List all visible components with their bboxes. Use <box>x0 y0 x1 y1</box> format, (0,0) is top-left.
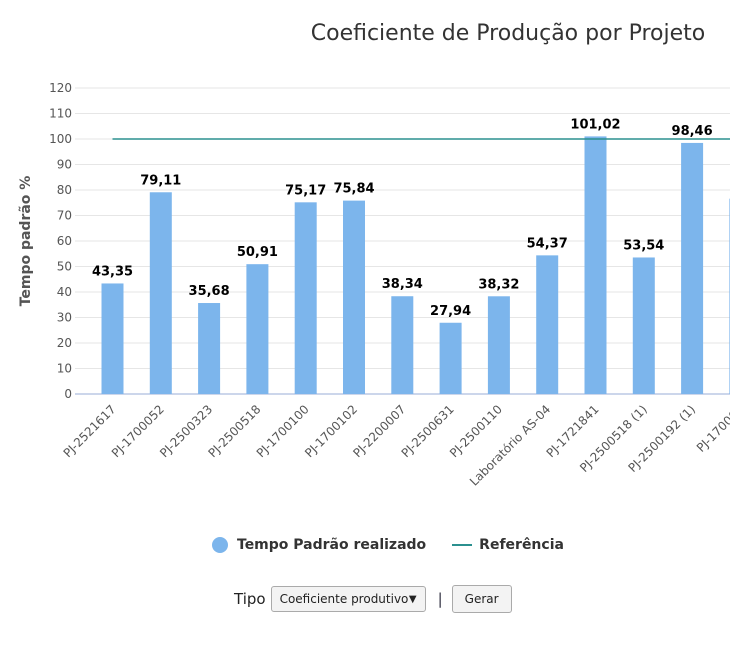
bar <box>536 255 559 394</box>
y-tick-label: 40 <box>57 285 72 299</box>
y-tick-label: 20 <box>57 336 72 350</box>
chart: Coeficiente de Produção por Projeto Temp… <box>18 21 730 489</box>
y-tick-label: 100 <box>49 132 72 146</box>
data-label: 38,34 <box>382 277 423 292</box>
legend-item-bars[interactable]: Tempo Padrão realizado <box>237 537 427 553</box>
data-label: 75,84 <box>333 182 374 197</box>
data-label: 43,35 <box>92 264 133 279</box>
legend-item-reference[interactable]: Referência <box>479 537 564 553</box>
y-tick-label: 70 <box>57 209 72 223</box>
bar <box>343 200 365 394</box>
y-tick-label: 110 <box>49 107 72 121</box>
legend: Tempo Padrão realizado Referência <box>212 537 564 553</box>
dropdown-arrow-icon: ▼ <box>408 593 417 605</box>
y-tick-label: 10 <box>57 362 72 376</box>
data-label: 101,02 <box>570 117 620 132</box>
tipo-select[interactable]: Coeficiente produtivo ▼ <box>270 586 426 612</box>
y-tick-label: 90 <box>57 158 72 172</box>
bar <box>681 142 704 394</box>
bar <box>632 257 655 394</box>
legend-line-marker <box>452 544 473 546</box>
separator: | <box>437 590 443 608</box>
legend-bar-marker <box>212 537 228 553</box>
y-tick-label: 60 <box>57 234 72 248</box>
bar <box>391 296 414 394</box>
bar <box>584 136 607 395</box>
x-tick-label: PJ-170006 <box>694 402 730 455</box>
y-axis-label: Tempo padrão % <box>18 176 34 307</box>
y-tick-label: 30 <box>57 311 72 325</box>
data-label: 98,46 <box>672 124 713 139</box>
bar <box>198 303 221 394</box>
data-label: 27,94 <box>430 304 471 319</box>
chart-title: Coeficiente de Produção por Projeto <box>311 21 706 46</box>
y-tick-label: 80 <box>57 183 72 197</box>
x-tick-label: Laboratório AS-04 <box>467 402 553 488</box>
data-label: 35,68 <box>189 284 230 299</box>
y-tick-label: 0 <box>64 387 72 401</box>
bar <box>101 283 124 394</box>
bar <box>294 202 317 394</box>
bar <box>439 322 462 394</box>
data-label: 38,32 <box>478 277 519 292</box>
bar <box>487 296 510 394</box>
data-label: 50,91 <box>237 245 278 260</box>
data-label: 54,37 <box>527 236 568 251</box>
data-label: 79,11 <box>140 173 181 188</box>
y-tick-label: 50 <box>57 260 72 274</box>
data-label: 75,17 <box>285 183 326 198</box>
bar <box>246 264 269 394</box>
tipo-select-value: Coeficiente produtivo <box>279 592 409 606</box>
tipo-label: Tipo <box>234 590 266 608</box>
generate-button[interactable]: Gerar <box>451 585 512 613</box>
controls: Tipo Coeficiente produtivo ▼ | Gerar <box>234 585 512 613</box>
data-label: 53,54 <box>623 238 664 253</box>
y-tick-label: 120 <box>49 81 72 95</box>
bar <box>149 192 172 394</box>
